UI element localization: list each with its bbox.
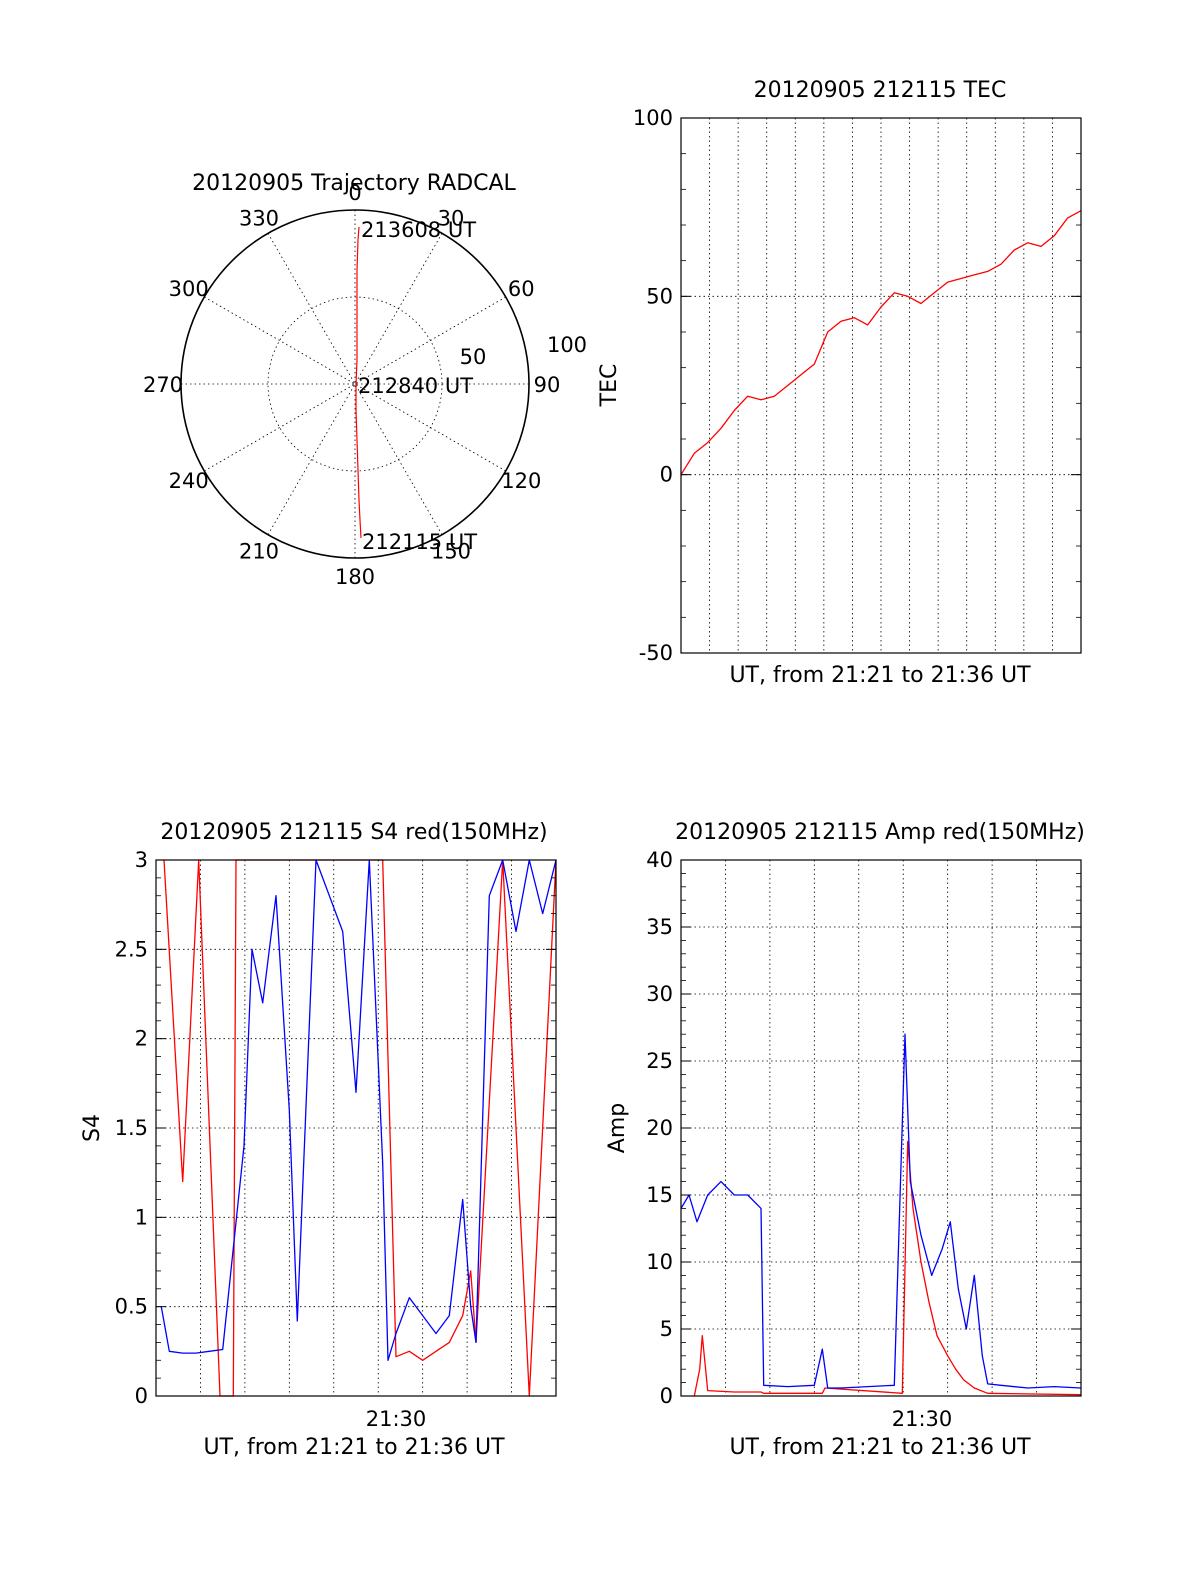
amp-y-tick-label: 25 bbox=[646, 1049, 673, 1073]
amp-y-tick-label: 40 bbox=[646, 848, 673, 872]
s4-y-axis-label: S4 bbox=[80, 1114, 105, 1142]
s4-title: 20120905 212115 S4 red(150MHz) bbox=[160, 820, 547, 845]
s4-series-1-line bbox=[160, 859, 557, 1361]
amp-series-0-line bbox=[693, 1140, 1082, 1397]
amp-grid bbox=[681, 860, 1081, 1396]
polar-title: 20120905 Trajectory RADCAL bbox=[192, 171, 516, 196]
s4-y-tick-label: 1.5 bbox=[115, 1116, 148, 1140]
tec-y-tick-label: 100 bbox=[633, 106, 673, 130]
s4-y-tick-label: 3 bbox=[135, 848, 148, 872]
polar-time-label-end: 213608 UT bbox=[361, 218, 476, 242]
polar-trajectory-line bbox=[355, 226, 362, 539]
s4-y-tick-label: 0.5 bbox=[115, 1295, 148, 1319]
tec-plot-frame bbox=[680, 117, 1082, 654]
polar-outer-circle bbox=[180, 209, 530, 559]
amp-series bbox=[680, 1033, 1082, 1397]
tec-x-axis-label: UT, from 21:21 to 21:36 UT bbox=[729, 663, 1031, 688]
s4-plot: 20120905 212115 S4 red(150MHz) 3 2.5 2 1.5 1… bbox=[80, 820, 557, 1460]
s4-y-tick-label: 1 bbox=[135, 1205, 148, 1229]
s4-x-axis-label: UT, from 21:21 to 21:36 UT bbox=[203, 1435, 505, 1460]
tec-y-tick-label: 50 bbox=[646, 284, 673, 308]
tec-title: 20120905 212115 TEC bbox=[754, 78, 1007, 103]
polar-angle-label: 60 bbox=[508, 277, 535, 301]
polar-angle-labels: 0 30 60 90 120 150 180 210 240 270 300 330 bbox=[143, 181, 560, 589]
s4-minor-ticks bbox=[156, 859, 556, 1397]
tec-y-tick-labels: 100 50 0 -50 bbox=[633, 106, 673, 665]
amp-x-tick-label: 21:30 bbox=[892, 1407, 953, 1431]
tec-series-0-line bbox=[680, 210, 1082, 476]
polar-angle-label: 0 bbox=[348, 181, 361, 205]
polar-angle-label: 300 bbox=[169, 277, 209, 301]
polar-angle-label: 210 bbox=[239, 539, 279, 563]
amp-y-tick-label: 15 bbox=[646, 1183, 673, 1207]
amp-title: 20120905 212115 Amp red(150MHz) bbox=[675, 820, 1085, 845]
s4-x-tick-label: 21:30 bbox=[366, 1407, 427, 1431]
amp-y-tick-labels: 40 35 30 25 20 15 10 5 0 bbox=[646, 848, 673, 1408]
polar-angle-label: 120 bbox=[501, 469, 541, 493]
s4-y-tick-label: 0 bbox=[135, 1384, 148, 1408]
amp-y-tick-label: 30 bbox=[646, 982, 673, 1006]
s4-series-0-line bbox=[163, 859, 557, 1397]
tec-minor-ticks bbox=[681, 117, 1081, 654]
tec-plot: 20120905 212115 TEC 100 50 0 -50 TEC UT, fr… bbox=[597, 78, 1082, 688]
amp-plot: 20120905 212115 Amp red(150MHz) 40 35 30 25… bbox=[605, 820, 1085, 1460]
polar-radius-label-50: 50 bbox=[460, 345, 487, 369]
amp-y-tick-label: 0 bbox=[660, 1384, 673, 1408]
amp-minor-ticks bbox=[681, 859, 1081, 1397]
polar-angle-label: 30 bbox=[438, 207, 465, 231]
polar-time-label-start: 212115 UT bbox=[362, 530, 477, 554]
s4-y-tick-label: 2.5 bbox=[115, 937, 148, 961]
polar-time-label-mid: 212840 UT bbox=[358, 374, 473, 398]
polar-angle-label: 150 bbox=[431, 539, 471, 563]
amp-series-1-line bbox=[680, 1033, 1082, 1389]
tec-grid bbox=[681, 118, 1081, 653]
polar-angle-label: 90 bbox=[534, 373, 561, 397]
s4-y-tick-label: 2 bbox=[135, 1027, 148, 1051]
polar-angle-label: 240 bbox=[169, 469, 209, 493]
tec-y-tick-label: 0 bbox=[660, 463, 673, 487]
polar-trajectory-plot: 20120905 Trajectory RADCAL 0 30 60 90 120 150… bbox=[143, 171, 587, 589]
s4-grid bbox=[156, 860, 556, 1396]
polar-spokes bbox=[181, 210, 529, 558]
amp-y-tick-label: 20 bbox=[646, 1116, 673, 1140]
tec-y-tick-label: -50 bbox=[639, 641, 673, 665]
s4-series bbox=[160, 859, 557, 1397]
tec-series bbox=[680, 210, 1082, 476]
polar-angle-label: 180 bbox=[335, 565, 375, 589]
amp-y-tick-label: 5 bbox=[660, 1317, 673, 1341]
s4-y-tick-labels: 3 2.5 2 1.5 1 0.5 0 bbox=[115, 848, 148, 1408]
polar-angle-label: 270 bbox=[143, 373, 183, 397]
polar-angle-label: 330 bbox=[239, 207, 279, 231]
amp-x-axis-label: UT, from 21:21 to 21:36 UT bbox=[729, 1435, 1031, 1460]
amp-y-axis-label: Amp bbox=[605, 1103, 630, 1153]
tec-y-axis-label: TEC bbox=[597, 364, 622, 408]
polar-radius-label-100: 100 bbox=[547, 333, 587, 357]
amp-y-tick-label: 35 bbox=[646, 915, 673, 939]
amp-y-tick-label: 10 bbox=[646, 1250, 673, 1274]
